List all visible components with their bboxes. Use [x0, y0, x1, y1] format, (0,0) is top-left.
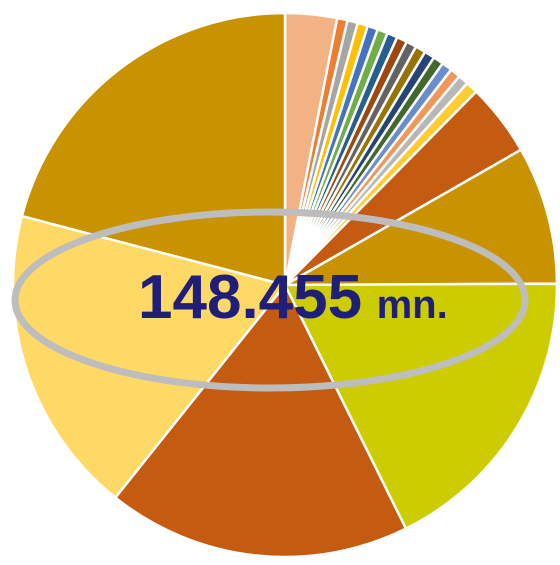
center-label-unit: mn.: [377, 283, 448, 327]
pie-slice-21: [11, 214, 287, 499]
center-label-value: 148.455: [138, 263, 362, 332]
pie-slice-20: [114, 283, 408, 559]
highlight-ring: [11, 208, 529, 392]
center-label: 148.455 mn.: [138, 263, 448, 332]
pie-slices: [11, 11, 559, 559]
